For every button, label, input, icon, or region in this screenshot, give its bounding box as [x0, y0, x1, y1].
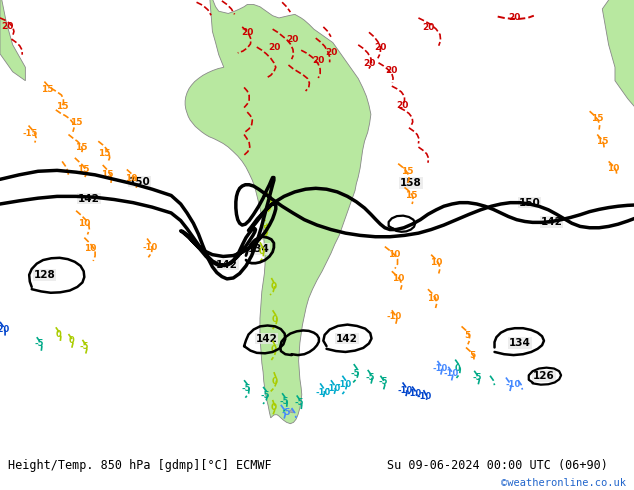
Text: -5: -5	[35, 340, 44, 348]
Text: 15: 15	[41, 85, 54, 94]
Text: -15: -15	[23, 129, 38, 138]
Text: 0: 0	[68, 336, 74, 345]
Text: -5: -5	[351, 368, 360, 377]
Text: 20: 20	[325, 48, 337, 57]
Text: 15: 15	[77, 165, 90, 174]
Text: -10: -10	[326, 384, 341, 393]
Text: 142: 142	[78, 194, 100, 204]
Text: 126: 126	[533, 371, 555, 381]
Text: 5: 5	[262, 225, 269, 234]
Text: 15: 15	[75, 144, 87, 152]
Text: 10: 10	[430, 258, 443, 267]
Text: 142: 142	[256, 334, 277, 343]
Text: 20: 20	[1, 22, 14, 30]
Text: 134: 134	[509, 338, 531, 348]
Text: 0: 0	[271, 282, 277, 292]
Text: 0: 0	[259, 247, 265, 256]
Text: 142: 142	[541, 217, 562, 227]
Text: 15: 15	[401, 167, 413, 176]
Text: Su 09-06-2024 00:00 UTC (06+90): Su 09-06-2024 00:00 UTC (06+90)	[387, 459, 607, 471]
Text: -10: -10	[443, 369, 458, 378]
Text: 10: 10	[427, 294, 439, 303]
Text: 10: 10	[392, 274, 404, 283]
Text: -5: -5	[282, 408, 291, 416]
Text: ©weatheronline.co.uk: ©weatheronline.co.uk	[501, 477, 626, 488]
Polygon shape	[185, 0, 371, 424]
Text: -5: -5	[366, 373, 375, 382]
Text: -10: -10	[417, 392, 432, 401]
Text: -5: -5	[295, 398, 304, 407]
Text: -5: -5	[261, 391, 270, 400]
Text: 0: 0	[271, 377, 278, 387]
Text: -20: -20	[0, 324, 10, 334]
Text: -10: -10	[398, 386, 413, 394]
Text: 10: 10	[607, 164, 619, 172]
Text: 158: 158	[400, 178, 422, 188]
Text: -5: -5	[280, 397, 289, 406]
Text: 20: 20	[363, 59, 376, 68]
Text: -5: -5	[378, 377, 387, 387]
Text: -5: -5	[242, 384, 250, 393]
Text: 128: 128	[34, 270, 55, 280]
Text: -5: -5	[473, 373, 482, 383]
Text: 5: 5	[464, 331, 470, 340]
Text: 20: 20	[287, 35, 299, 44]
Text: 15: 15	[70, 119, 82, 127]
Polygon shape	[288, 409, 295, 413]
Text: 0: 0	[55, 330, 61, 339]
Text: 15: 15	[101, 171, 114, 179]
Text: -10: -10	[387, 313, 402, 321]
Text: 20: 20	[374, 43, 387, 51]
Text: 142: 142	[336, 334, 358, 343]
Text: 5: 5	[266, 195, 272, 204]
Text: 142: 142	[216, 260, 238, 270]
Text: 20: 20	[312, 56, 325, 65]
Text: 150: 150	[129, 176, 150, 187]
Text: -10: -10	[143, 243, 158, 251]
Text: -10: -10	[315, 388, 330, 397]
Text: 15: 15	[596, 137, 609, 146]
Text: 20: 20	[508, 13, 521, 23]
Text: 20: 20	[422, 24, 434, 32]
Text: 15: 15	[98, 149, 111, 158]
Text: -10: -10	[506, 380, 521, 389]
Text: 15: 15	[404, 191, 417, 199]
Text: 20: 20	[385, 66, 398, 75]
Text: 15: 15	[56, 102, 68, 111]
Text: 150: 150	[519, 197, 540, 208]
Polygon shape	[602, 0, 634, 121]
Text: -5: -5	[80, 342, 89, 351]
Text: 10: 10	[388, 250, 401, 259]
Text: 0: 0	[271, 345, 277, 354]
Text: 10: 10	[78, 219, 91, 228]
Text: 20: 20	[396, 101, 409, 110]
Text: Height/Temp. 850 hPa [gdmp][°C] ECMWF: Height/Temp. 850 hPa [gdmp][°C] ECMWF	[8, 459, 271, 471]
Text: 10: 10	[125, 174, 138, 183]
Text: 20: 20	[241, 28, 254, 37]
Text: -10: -10	[406, 389, 422, 398]
Text: 20: 20	[268, 43, 281, 51]
Text: 10: 10	[84, 245, 97, 253]
Text: 5: 5	[469, 351, 476, 360]
Text: -10: -10	[432, 364, 448, 372]
Text: 134: 134	[248, 244, 269, 254]
Text: 0: 0	[455, 364, 461, 373]
Text: 15: 15	[591, 114, 604, 123]
Text: 0: 0	[271, 403, 277, 413]
Text: -10: -10	[337, 380, 352, 389]
Text: 0: 0	[271, 315, 278, 324]
Polygon shape	[0, 0, 25, 81]
